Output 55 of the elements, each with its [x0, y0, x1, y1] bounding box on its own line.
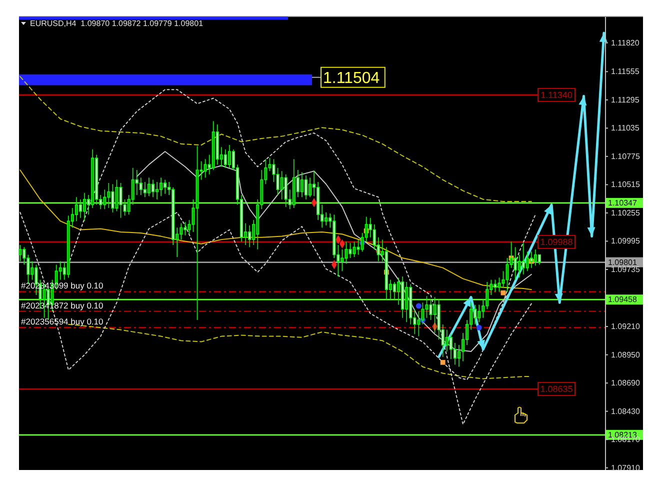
chart-title: EURUSD,H4 1.09870 1.09872 1.09779 1.09801	[30, 19, 204, 28]
candlestick	[184, 222, 187, 236]
candlestick	[155, 182, 158, 200]
ref-line-label: #202356594 buy 0.10	[21, 316, 104, 327]
candlestick	[151, 179, 154, 198]
y-tick-label: 1.10775	[611, 152, 640, 161]
annotation: 1.11504	[323, 70, 380, 87]
y-tick-label: 1.09995	[611, 236, 640, 246]
ref-line-label: 1.08635	[540, 384, 573, 394]
candlestick	[300, 172, 304, 198]
candlestick	[83, 192, 86, 222]
point	[476, 324, 482, 330]
candlestick	[352, 241, 356, 258]
candlestick	[304, 175, 308, 200]
candlestick	[147, 177, 150, 196]
y-tick-label: 1.08950	[611, 350, 640, 360]
point	[440, 360, 446, 365]
candlestick	[107, 182, 110, 208]
y-tick-label: 1.08430	[611, 406, 640, 416]
ref-line-label: 1.11340	[540, 90, 572, 100]
point	[416, 303, 422, 309]
candlestick	[494, 279, 497, 292]
y-tick-label: 1.09735	[611, 264, 640, 274]
y-tick-label: 1.11820	[611, 38, 640, 48]
candlestick	[228, 144, 231, 168]
ref-line-label: 1.10347	[608, 198, 638, 208]
ref-line-label: 1.09458	[608, 295, 638, 304]
candlestick	[224, 148, 227, 168]
candlestick	[401, 276, 404, 318]
ref-line-label: 1.09988	[540, 236, 573, 247]
line-series	[20, 170, 532, 290]
candlestick	[212, 120, 215, 170]
candlestick	[292, 158, 296, 208]
candlestick	[143, 182, 146, 198]
y-tick-label: 1.11555	[611, 67, 640, 76]
point	[500, 290, 506, 296]
candlestick	[204, 158, 207, 178]
y-tick-label: 1.10515	[611, 180, 640, 190]
line-series	[438, 32, 606, 358]
y-tick-label: 1.11035	[611, 124, 640, 133]
y-tick-label: 1.11295	[611, 95, 640, 104]
candlestick	[284, 174, 288, 208]
candlestick	[522, 242, 525, 275]
y-tick-label: 1.08690	[611, 378, 640, 388]
ref-line-label: 1.09801	[608, 258, 638, 267]
candlestick	[18, 244, 22, 262]
candlestick	[164, 179, 167, 194]
y-tick-label: 1.10255	[611, 208, 640, 218]
candlestick	[119, 182, 122, 218]
candlestick	[111, 184, 114, 213]
candlestick	[196, 146, 199, 320]
y-tick-label: 1.09210	[611, 322, 640, 332]
candlestick	[160, 177, 163, 196]
y-tick-label: 1.07910	[611, 463, 640, 472]
candlestick	[534, 248, 537, 266]
